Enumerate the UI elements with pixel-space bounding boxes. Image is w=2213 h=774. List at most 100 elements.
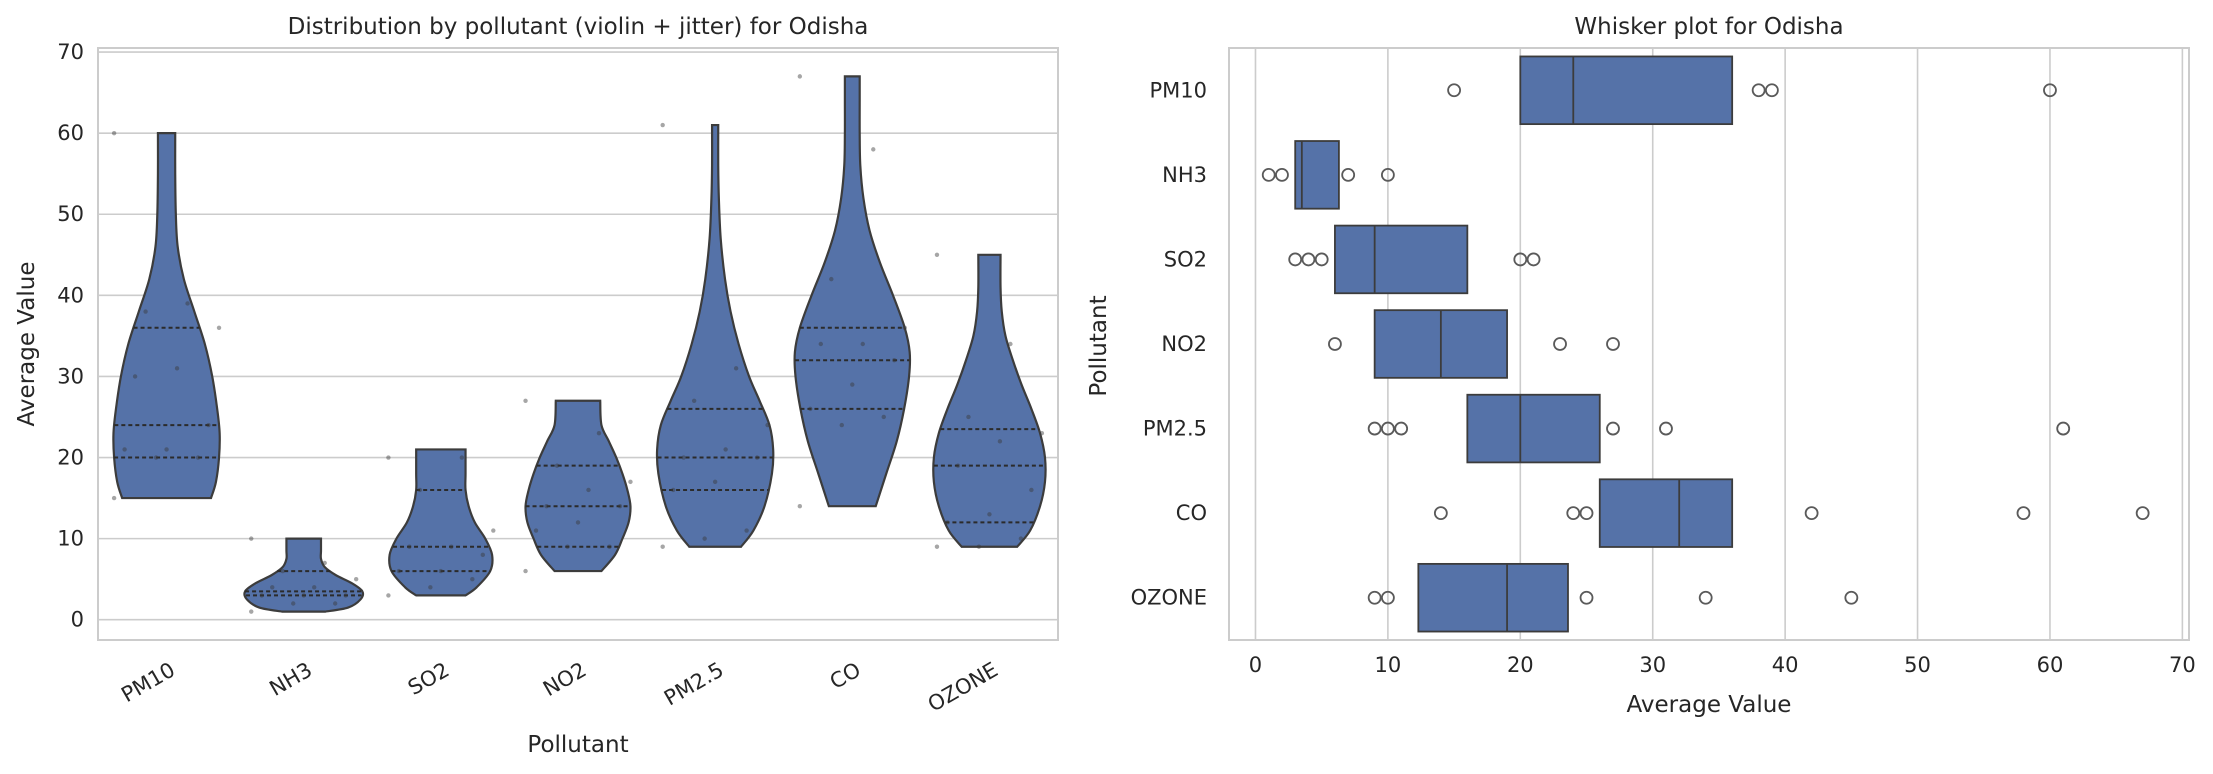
jitter-point bbox=[312, 585, 317, 590]
box-outlier-point bbox=[2016, 506, 2031, 521]
violin-x-axis-label: Pollutant bbox=[527, 732, 628, 758]
box-outlier-point bbox=[1526, 252, 1541, 267]
box-outlier-point bbox=[1394, 421, 1409, 436]
box-y-ticks: PM10 NH3 SO2 NO2 PM2.5 CO OZONE bbox=[1131, 78, 1207, 609]
jitter-point bbox=[934, 252, 940, 257]
jitter-point bbox=[353, 576, 359, 582]
box-bodies bbox=[1261, 55, 2150, 633]
box-y-tick-label: PM10 bbox=[1149, 78, 1207, 102]
violin-body-no2 bbox=[524, 399, 632, 573]
jitter-point bbox=[386, 593, 391, 598]
box-outlier-point bbox=[1659, 421, 1673, 436]
jitter-point bbox=[997, 439, 1003, 444]
jitter-point bbox=[343, 593, 348, 598]
jitter-point bbox=[860, 341, 865, 347]
jitter-point bbox=[1029, 487, 1034, 493]
jitter-point bbox=[681, 455, 686, 460]
box-outlier-point bbox=[1328, 337, 1342, 351]
jitter-point bbox=[480, 552, 486, 558]
jitter-point bbox=[249, 536, 254, 541]
jitter-point bbox=[291, 601, 296, 606]
jitter-point bbox=[818, 341, 824, 347]
violin-y-ticks: 0 10 20 30 40 50 60 70 bbox=[57, 40, 84, 632]
jitter-point bbox=[892, 358, 897, 363]
box-outlier-point bbox=[2043, 83, 2057, 98]
jitter-point bbox=[143, 309, 148, 314]
jitter-point bbox=[744, 528, 749, 533]
jitter-point bbox=[733, 366, 739, 371]
box-outlier-point bbox=[1380, 167, 1395, 182]
violin-body-pm2-5 bbox=[655, 123, 775, 548]
box-outlier-point bbox=[1579, 590, 1594, 605]
jitter-point bbox=[945, 520, 950, 525]
jitter-point bbox=[934, 544, 940, 549]
jitter-point bbox=[839, 422, 844, 428]
box-outlier-point bbox=[1566, 506, 1581, 521]
jitter-point bbox=[438, 568, 444, 574]
jitter-point bbox=[386, 455, 391, 460]
jitter-point bbox=[1018, 536, 1024, 541]
jitter-point bbox=[797, 74, 803, 79]
box-outlier-point bbox=[1288, 252, 1303, 267]
violin-pm10 bbox=[111, 130, 222, 501]
jitter-point bbox=[428, 585, 433, 590]
jitter-point bbox=[797, 503, 803, 509]
jitter-point bbox=[396, 568, 402, 574]
box-outlier-point bbox=[1447, 83, 1462, 98]
violin-y-tick-label: 70 bbox=[57, 40, 84, 64]
box-outlier-point bbox=[1579, 506, 1594, 521]
box-ozone bbox=[1367, 562, 1859, 633]
box-x-tick-label: 30 bbox=[1639, 653, 1666, 677]
violin-plot-frame bbox=[97, 47, 1059, 641]
box-outlier-point bbox=[1606, 337, 1620, 351]
jitter-point bbox=[459, 455, 465, 460]
box-so2 bbox=[1288, 224, 1541, 295]
box-iqr-pm2-5 bbox=[1466, 393, 1601, 464]
jitter-point bbox=[122, 447, 127, 452]
box-outlier-point bbox=[1433, 506, 1448, 521]
jitter-point bbox=[1008, 341, 1013, 347]
jitter-point bbox=[470, 576, 475, 582]
box-x-axis-label: Average Value bbox=[1627, 692, 1792, 718]
box-outlier-point bbox=[1764, 83, 1779, 98]
jitter-point bbox=[132, 374, 138, 379]
box-pm10 bbox=[1447, 55, 2057, 126]
jitter-point bbox=[691, 398, 697, 403]
jitter-point bbox=[301, 593, 306, 598]
jitter-point bbox=[195, 455, 201, 460]
jitter-point bbox=[216, 325, 222, 330]
jitter-point bbox=[607, 544, 612, 549]
jitter-point bbox=[712, 479, 718, 485]
violin-y-axis-label: Average Value bbox=[14, 262, 40, 427]
jitter-point bbox=[987, 512, 992, 517]
jitter-point bbox=[723, 447, 728, 452]
jitter-point bbox=[1039, 431, 1045, 436]
jitter-point bbox=[617, 503, 623, 509]
jitter-point bbox=[533, 528, 539, 533]
box-chart-title: Whisker plot for Odisha bbox=[1574, 14, 1843, 40]
jitter-point bbox=[332, 601, 338, 606]
jitter-point bbox=[449, 544, 454, 549]
box-iqr-co bbox=[1598, 478, 1734, 548]
box-co bbox=[1433, 478, 2150, 548]
violin-no2 bbox=[523, 398, 633, 574]
box-x-tick-label: 10 bbox=[1375, 653, 1402, 677]
box-plot-frame bbox=[1228, 47, 2190, 641]
jitter-point bbox=[808, 406, 813, 412]
violin-body-pm10 bbox=[112, 132, 221, 500]
box-x-tick-label: 0 bbox=[1249, 653, 1262, 677]
jitter-point bbox=[153, 455, 159, 460]
violin-y-tick-label: 40 bbox=[57, 283, 84, 307]
jitter-point bbox=[955, 463, 961, 468]
jitter-point bbox=[586, 487, 591, 493]
violin-y-tick-label: 50 bbox=[57, 202, 84, 226]
box-x-tick-label: 60 bbox=[2037, 653, 2064, 677]
jitter-point bbox=[174, 366, 180, 371]
jitter-point bbox=[554, 463, 560, 468]
box-outlier-point bbox=[1367, 421, 1382, 436]
box-outlier-point bbox=[1380, 421, 1395, 436]
jitter-point bbox=[523, 398, 528, 403]
violin-so2 bbox=[386, 448, 496, 598]
violin-pm2-5 bbox=[655, 122, 775, 549]
